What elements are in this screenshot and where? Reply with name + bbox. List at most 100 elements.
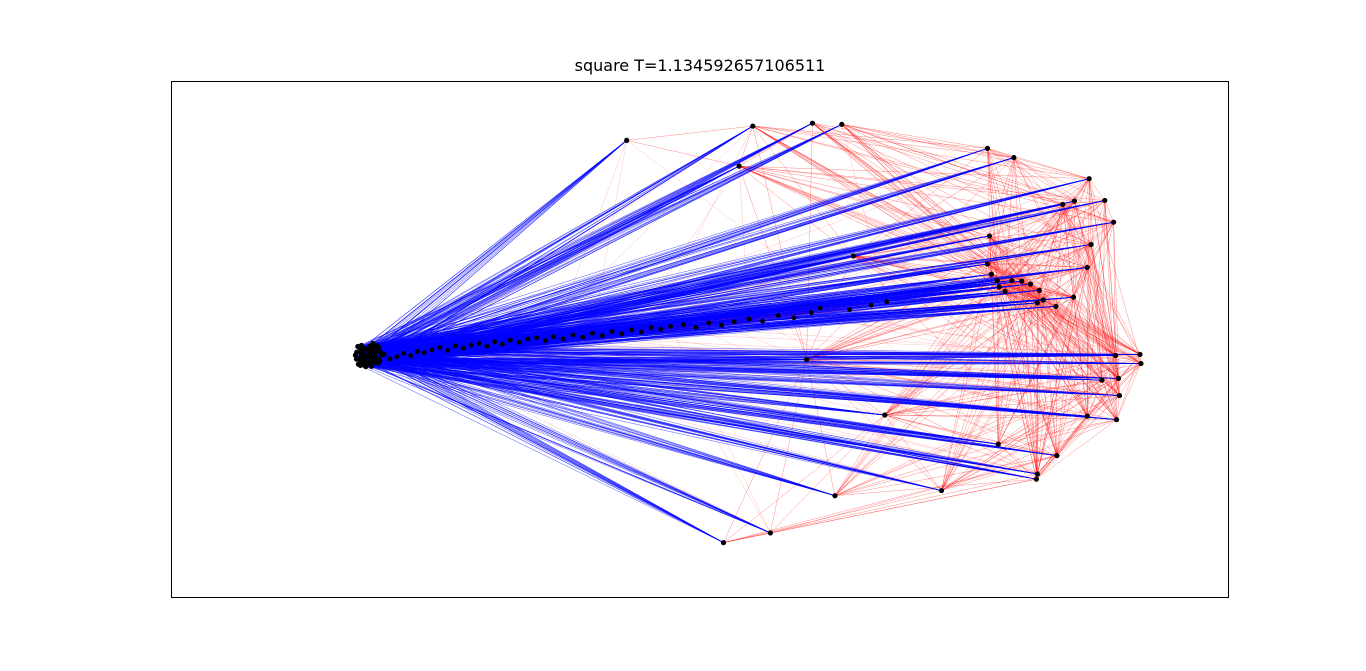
edge-negative xyxy=(1073,178,1090,298)
edge-negative xyxy=(997,244,1092,281)
edge-negative xyxy=(997,280,1142,364)
edge-negative xyxy=(1011,280,1058,456)
edge-positive xyxy=(373,331,642,344)
edge-negative xyxy=(1037,416,1088,475)
edge-positive xyxy=(363,362,1037,480)
edge-negative xyxy=(752,125,1013,281)
edge-negative xyxy=(1013,157,1116,356)
chain-node xyxy=(599,333,605,338)
edge-negative xyxy=(1073,200,1106,298)
edge-positive xyxy=(361,350,942,491)
edge-positive xyxy=(379,359,1038,475)
outer-node xyxy=(996,284,1002,290)
edge-positive xyxy=(365,331,642,367)
edge-negative xyxy=(1088,178,1092,245)
edge-negative xyxy=(410,355,771,534)
edge-negative xyxy=(1086,267,1141,355)
edge-negative xyxy=(834,290,1040,496)
chain-node xyxy=(476,341,482,346)
edge-negative xyxy=(1115,355,1120,396)
edge-negative xyxy=(1074,178,1090,202)
hub-cluster-node xyxy=(361,362,367,368)
outer-node xyxy=(1019,278,1025,284)
edge-negative xyxy=(997,280,1057,307)
edge-negative xyxy=(1062,204,1088,268)
edge-negative xyxy=(1073,297,1117,420)
edge-negative xyxy=(1116,395,1120,420)
edge-positive xyxy=(375,362,885,416)
edge-negative xyxy=(941,263,988,491)
edge-negative xyxy=(626,140,850,310)
edge-negative xyxy=(1011,178,1090,281)
edge-positive xyxy=(363,347,836,497)
edge-negative xyxy=(1055,200,1075,307)
chain-node xyxy=(668,323,674,329)
edge-positive xyxy=(372,178,1090,344)
edge-negative xyxy=(1055,306,1141,355)
hub-cluster-node xyxy=(362,358,368,364)
edge-positive xyxy=(360,350,771,534)
outer-node xyxy=(624,137,630,143)
edge-negative xyxy=(991,274,1142,364)
edge-positive xyxy=(377,140,627,348)
outer-node xyxy=(1033,476,1039,482)
edge-positive xyxy=(356,148,988,353)
edge-negative xyxy=(1090,222,1114,245)
edge-positive xyxy=(377,337,583,364)
chain-node xyxy=(543,338,548,344)
edge-negative xyxy=(1086,244,1092,417)
edge-negative xyxy=(1055,244,1092,307)
edge-negative xyxy=(1055,306,1120,396)
edge-positive xyxy=(372,340,546,360)
edge-negative xyxy=(1037,302,1119,379)
edge-negative xyxy=(841,124,1092,245)
edge-negative xyxy=(1055,204,1064,307)
edge-negative xyxy=(998,443,1057,456)
edge-positive xyxy=(371,359,807,367)
edge-negative xyxy=(1037,302,1116,356)
edge-positive xyxy=(361,122,813,350)
edge-negative xyxy=(1004,291,1038,475)
chain-node xyxy=(507,337,513,343)
edge-negative xyxy=(841,124,1063,205)
hub-cluster-node xyxy=(355,343,361,350)
edge-negative xyxy=(941,363,1142,491)
edge-negative xyxy=(834,363,1142,496)
edge-negative xyxy=(812,123,1013,281)
edge-positive xyxy=(374,348,724,543)
edge-negative xyxy=(1074,200,1119,379)
edge-positive xyxy=(381,273,992,356)
edge-negative xyxy=(1086,178,1090,417)
edge-negative xyxy=(1086,222,1114,268)
edge-negative xyxy=(806,359,1120,396)
chain-node xyxy=(429,347,435,353)
edge-negative xyxy=(1088,178,1103,381)
edge-negative xyxy=(998,444,1037,480)
edge-negative xyxy=(1013,157,1114,223)
edge-negative xyxy=(989,178,1090,237)
edge-negative xyxy=(989,235,1044,301)
edge-negative xyxy=(997,280,1120,396)
edge-negative xyxy=(987,263,1088,268)
outer-node xyxy=(1086,176,1092,182)
hub-cluster-node xyxy=(367,343,373,349)
edge-negative xyxy=(812,123,1038,304)
edge-positive xyxy=(360,125,753,352)
edge-positive xyxy=(375,309,850,360)
outer-node xyxy=(1111,219,1117,225)
edge-negative xyxy=(1021,267,1088,282)
edge-negative xyxy=(1036,300,1044,480)
edge-negative xyxy=(1042,204,1064,301)
edge-positive xyxy=(360,342,520,363)
edge-negative xyxy=(841,124,1013,281)
edge-negative xyxy=(989,235,1092,245)
edge-negative xyxy=(1062,204,1119,379)
outer-node xyxy=(1099,377,1105,383)
edge-negative xyxy=(812,123,1000,288)
edge-negative xyxy=(941,267,1088,491)
edge-negative xyxy=(987,200,1105,265)
edge-positive xyxy=(369,122,813,353)
edge-negative xyxy=(1004,291,1141,355)
edge-positive xyxy=(361,255,854,356)
chain-node xyxy=(847,307,852,313)
